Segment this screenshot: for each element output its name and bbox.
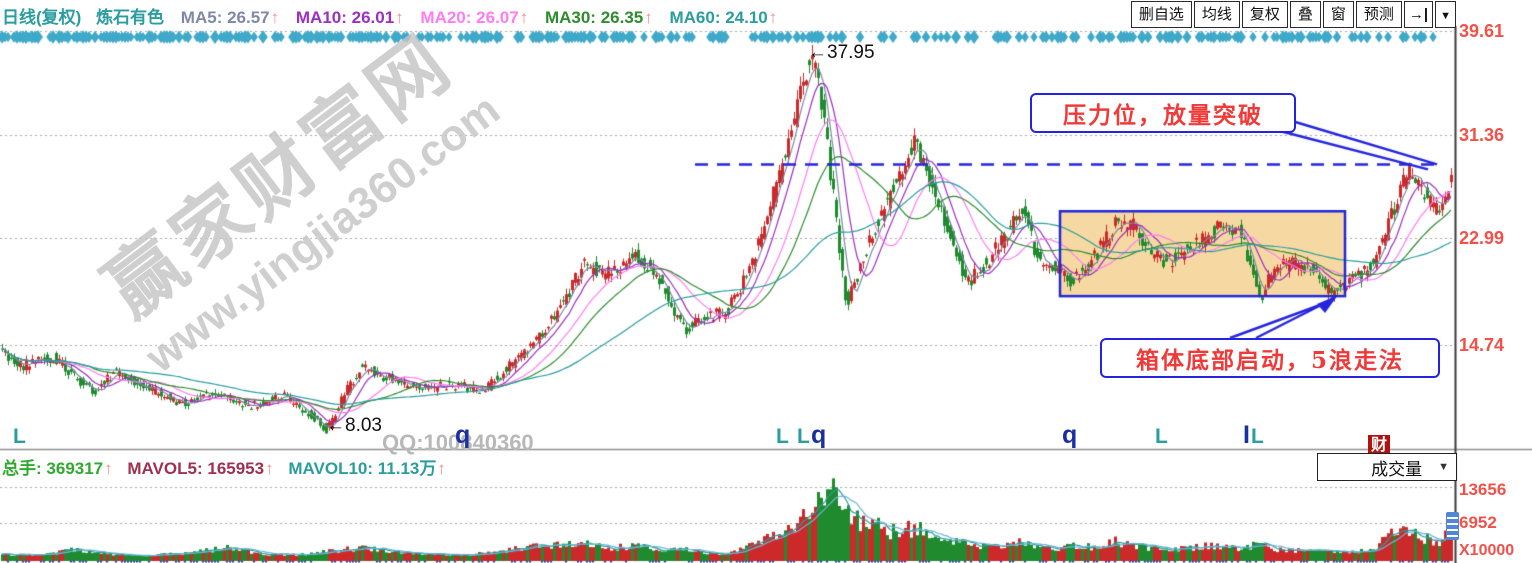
volume-up-arrow-icon: ↑ [104, 459, 113, 478]
mavol5-value: MAVOL5: 165953 [127, 459, 265, 478]
indicator-header: 日线(复权) 炼石有色 MA5: 26.57↑ MA10: 26.01↑ MA2… [2, 3, 777, 28]
price-tick-3: 22.99 [1459, 228, 1505, 248]
watermark-qq: QQ:100840360 [382, 430, 534, 455]
stock-name: 炼石有色 [96, 8, 165, 27]
scrollbar-thumb[interactable] [1446, 512, 1459, 540]
ma20-up-arrow-icon: ↑ [519, 8, 529, 27]
ma60-up-arrow-icon: ↑ [768, 8, 778, 27]
price-tick-4: 14.74 [1459, 335, 1505, 355]
chevron-down-icon: ▼ [1438, 461, 1449, 473]
volume-indicator-selector[interactable]: 成交量 ▼ [1317, 453, 1457, 481]
trough-price-label: ←8.03 [326, 415, 382, 436]
ma60-value: MA60: 24.10 [669, 8, 768, 27]
ma30-value: MA30: 26.35 [544, 8, 644, 27]
toolbar-dropdown-icon[interactable]: ▼ [1435, 1, 1456, 28]
ma5-value: MA5: 26.57 [180, 8, 270, 27]
peak-price-label: ←37.95 [808, 42, 875, 63]
overlay-button[interactable]: 叠 [1289, 1, 1321, 28]
moving-average-button[interactable]: 均线 [1193, 1, 1240, 28]
window-button[interactable]: 窗 [1322, 1, 1354, 28]
jump-to-end-icon[interactable]: →| [1403, 1, 1434, 28]
mavol10-value: MAVOL10: 11.13万 [288, 459, 437, 478]
delete-watchlist-button[interactable]: 删自选 [1130, 1, 1192, 28]
annotation-box-bottom-start: 箱体底部启动，5浪走法 [1100, 338, 1440, 378]
ma30-up-arrow-icon: ↑ [644, 8, 653, 27]
ma10-value: MA10: 26.01 [295, 8, 395, 27]
volume-header: 总手: 369317↑ MAVOL5: 165953↑ MAVOL10: 11.… [2, 454, 446, 479]
volume-tick-2: 6952 [1459, 513, 1497, 532]
mavol5-up-arrow-icon: ↑ [265, 459, 274, 478]
volume-multiplier-label: X10000 [1459, 542, 1515, 559]
price-tick-2: 31.36 [1459, 125, 1505, 145]
ma10-up-arrow-icon: ↑ [395, 8, 404, 27]
price-tick-1: 39.61 [1459, 21, 1505, 41]
volume-indicator-label: 成交量 [1371, 459, 1423, 479]
chart-toolbar: 删自选 均线 复权 叠 窗 预测 →| ▼ [1130, 1, 1456, 28]
annotation-resistance-breakout: 压力位，放量突破 [1030, 93, 1296, 133]
total-volume: 总手: 369317 [2, 459, 104, 478]
adjusted-price-button[interactable]: 复权 [1241, 1, 1288, 28]
mavol10-up-arrow-icon: ↑ [437, 459, 446, 478]
ma5-up-arrow-icon: ↑ [270, 8, 280, 27]
volume-tick-1: 13656 [1459, 480, 1507, 499]
ma20-value: MA20: 26.07 [420, 8, 519, 27]
period-label: 日线(复权) [2, 8, 82, 27]
forecast-button[interactable]: 预测 [1355, 1, 1402, 28]
